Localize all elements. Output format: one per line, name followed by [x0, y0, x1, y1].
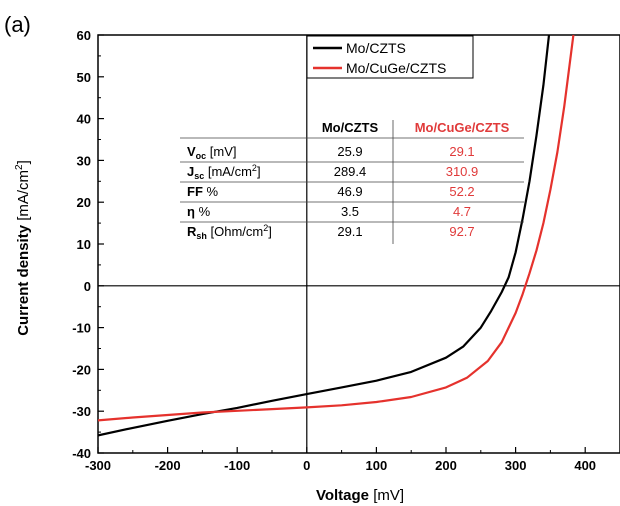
- x-axis-label: Voltage [mV]: [316, 487, 404, 504]
- y-tick-label: 30: [77, 153, 91, 168]
- legend-label: Mo/CuGe/CZTS: [346, 60, 446, 76]
- series-layer: [98, 35, 575, 437]
- table-value-mo-cuge-czts: 310.9: [446, 164, 479, 179]
- legend-box: [306, 35, 474, 79]
- x-tick-label: -300: [85, 458, 111, 473]
- x-tick-label: 400: [574, 458, 596, 473]
- table-value-mo-czts: 46.9: [337, 184, 362, 199]
- table-row-label: Voc [mV]: [187, 144, 237, 161]
- table-row-label: Rsh [Ohm/cm2]: [187, 223, 272, 241]
- axis-ticks: -300 -200 -100 0 100 200 300 400-40-30-20-10010…: [72, 28, 596, 473]
- x-tick-label: 100: [366, 458, 388, 473]
- y-tick-label: 20: [77, 195, 91, 210]
- table-value-mo-cuge-czts: 52.2: [449, 184, 474, 199]
- series-line-2: [98, 35, 575, 422]
- panel-label: (a): [4, 12, 31, 37]
- table-value-mo-czts: 289.4: [334, 164, 367, 179]
- y-tick-label: -20: [72, 362, 91, 377]
- x-tick-label: 300: [505, 458, 527, 473]
- series-line-1: [98, 35, 551, 437]
- table-value-mo-czts: 29.1: [337, 224, 362, 239]
- table-value-mo-cuge-czts: 4.7: [453, 204, 471, 219]
- table-header: Mo/CuGe/CZTS: [415, 120, 510, 135]
- table-value-mo-czts: 25.9: [337, 144, 362, 159]
- table-value-mo-cuge-czts: 29.1: [449, 144, 474, 159]
- y-tick-label: -30: [72, 404, 91, 419]
- table-value-mo-czts: 3.5: [341, 204, 359, 219]
- y-tick-label: -40: [72, 446, 91, 461]
- y-tick-label: 60: [77, 28, 91, 43]
- y-tick-label: 40: [77, 112, 91, 127]
- table-row-label: FF %: [187, 184, 219, 199]
- y-tick-label: 50: [77, 70, 91, 85]
- table-row-label: η %: [187, 204, 211, 219]
- y-tick-label: 10: [77, 237, 91, 252]
- legend: Mo/CZTS Mo/CuGe/CZTS: [306, 35, 474, 79]
- x-tick-label: 0: [303, 458, 310, 473]
- y-axis-label: Current density [mA/cm2]: [14, 160, 32, 336]
- x-tick-label: -100: [224, 458, 250, 473]
- stats-table: Mo/CZTS Mo/CuGe/CZTS Voc [mV] 25.9 29.1 Jsc […: [180, 120, 524, 244]
- legend-label: Mo/CZTS: [346, 40, 406, 56]
- table-header: Mo/CZTS: [322, 120, 379, 135]
- x-tick-label: 200: [435, 458, 457, 473]
- table-value-mo-cuge-czts: 92.7: [449, 224, 474, 239]
- y-tick-label: 0: [84, 279, 91, 294]
- x-tick-label: -200: [155, 458, 181, 473]
- y-tick-label: -10: [72, 321, 91, 336]
- table-row-label: Jsc [mA/cm2]: [187, 163, 261, 181]
